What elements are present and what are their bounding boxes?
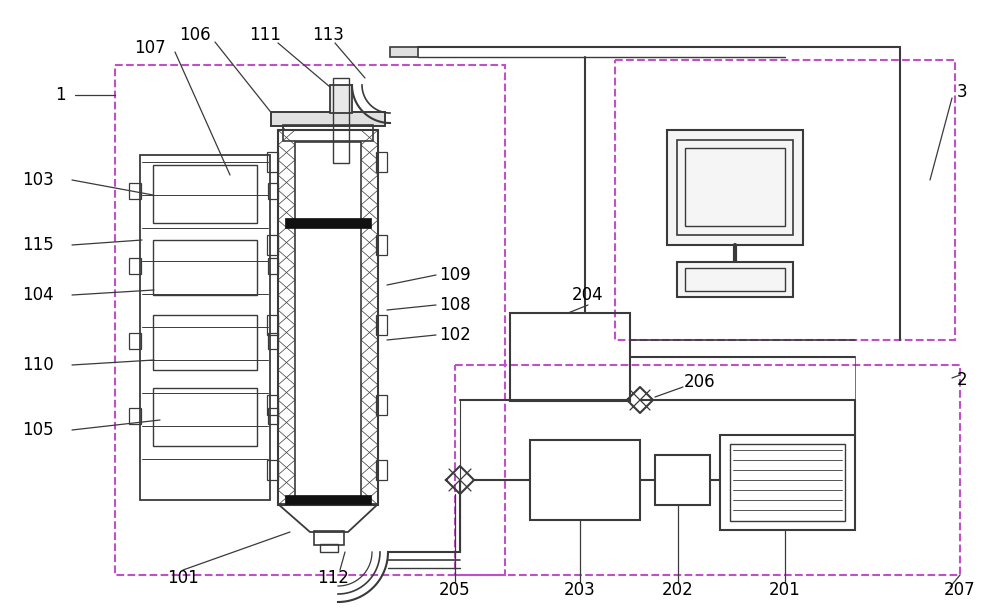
Bar <box>268 258 278 274</box>
Text: 1: 1 <box>55 86 65 104</box>
Bar <box>153 240 257 295</box>
Bar <box>153 315 257 370</box>
Bar <box>510 313 630 401</box>
Bar <box>129 183 141 199</box>
Bar <box>376 152 387 172</box>
Bar <box>730 444 845 521</box>
Bar <box>268 183 278 199</box>
Text: 2: 2 <box>957 371 967 389</box>
Text: 101: 101 <box>167 569 199 587</box>
Bar <box>268 408 278 424</box>
Text: 201: 201 <box>769 581 801 599</box>
Bar <box>153 388 257 446</box>
Text: 110: 110 <box>22 356 54 374</box>
Bar <box>330 85 352 113</box>
Bar <box>320 544 338 552</box>
Bar <box>530 440 640 520</box>
Bar <box>129 258 141 274</box>
Bar <box>333 78 349 163</box>
Bar <box>115 65 505 575</box>
Bar <box>267 460 278 480</box>
Bar <box>655 455 710 505</box>
Bar <box>376 315 387 335</box>
Bar <box>278 130 378 505</box>
Bar <box>153 165 257 223</box>
Text: 115: 115 <box>22 236 54 254</box>
Bar <box>455 365 960 575</box>
Bar <box>129 333 141 349</box>
Text: 111: 111 <box>249 26 281 44</box>
Bar <box>295 142 361 500</box>
Bar <box>677 262 793 297</box>
Bar <box>271 112 385 126</box>
Text: 102: 102 <box>439 326 471 344</box>
Text: 105: 105 <box>22 421 54 439</box>
Text: 112: 112 <box>317 569 349 587</box>
Bar <box>685 148 785 226</box>
Bar <box>615 60 955 340</box>
Bar <box>685 268 785 291</box>
Bar <box>390 47 418 57</box>
Bar <box>267 152 278 172</box>
Bar <box>677 140 793 235</box>
Bar <box>129 408 141 424</box>
Bar <box>285 495 371 504</box>
Bar <box>140 155 270 500</box>
Text: 206: 206 <box>684 373 716 391</box>
Bar <box>376 395 387 415</box>
Text: 109: 109 <box>439 266 471 284</box>
Text: 3: 3 <box>957 83 967 101</box>
Text: 202: 202 <box>662 581 694 599</box>
Text: 107: 107 <box>134 39 166 57</box>
Text: 204: 204 <box>572 286 604 304</box>
Bar <box>376 235 387 255</box>
Text: 104: 104 <box>22 286 54 304</box>
Bar <box>720 435 855 530</box>
Bar <box>267 395 278 415</box>
Text: 207: 207 <box>944 581 976 599</box>
Bar <box>376 460 387 480</box>
Bar <box>267 315 278 335</box>
Bar <box>283 125 373 141</box>
Text: 108: 108 <box>439 296 471 314</box>
Text: 113: 113 <box>312 26 344 44</box>
Text: 205: 205 <box>439 581 471 599</box>
Text: 106: 106 <box>179 26 211 44</box>
Bar <box>267 235 278 255</box>
Bar <box>285 218 371 228</box>
Bar <box>314 531 344 545</box>
Text: 103: 103 <box>22 171 54 189</box>
Bar <box>268 333 278 349</box>
Text: 203: 203 <box>564 581 596 599</box>
Bar <box>667 130 803 245</box>
